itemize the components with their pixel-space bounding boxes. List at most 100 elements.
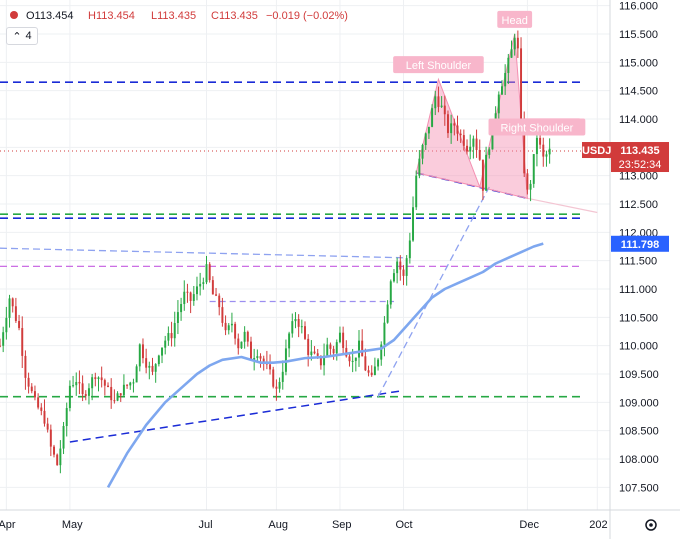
y-tick-label: 107.500 [619, 482, 659, 494]
candle-body [529, 183, 532, 190]
candle-body [545, 154, 548, 157]
candle-body [462, 135, 465, 146]
last-price-tag [611, 142, 669, 173]
candle-body [364, 356, 367, 371]
annotation-box [497, 10, 533, 28]
candle-body [262, 358, 265, 363]
candle-body [161, 347, 164, 356]
candle-body [453, 123, 456, 126]
candle-body [224, 322, 227, 331]
candle-body [485, 154, 488, 191]
candle-body [373, 366, 376, 376]
candle-body [326, 344, 329, 356]
ohlc-header: O113.454 H113.454 L113.435 C113.435 −0.0… [10, 10, 348, 22]
candle-body [56, 454, 59, 466]
candle-body [513, 37, 516, 50]
candle-body [338, 332, 341, 343]
interval-toggle[interactable]: ⌃ 4 [6, 27, 38, 45]
candle-body [68, 385, 71, 409]
candle-body [237, 338, 240, 349]
y-tick-label: 113.000 [619, 171, 658, 183]
interval-label: 4 [25, 30, 32, 42]
candle-body [27, 377, 30, 387]
candle-body [138, 344, 141, 367]
annotation-box [488, 118, 586, 136]
candle-body [211, 280, 214, 295]
candle-body [154, 364, 157, 372]
candle-body [408, 240, 411, 259]
annotation-box [393, 56, 484, 74]
candle-body [132, 382, 135, 384]
candle-body [348, 356, 351, 362]
annotation-label: Right Shoulder [501, 123, 574, 135]
candle-body [157, 355, 160, 365]
candle-body [405, 258, 408, 276]
candle-body [272, 369, 275, 387]
candle-body [103, 380, 106, 386]
candle-body [62, 426, 65, 449]
candle-body [542, 144, 545, 157]
candlesticks [0, 30, 551, 474]
candle-body [402, 269, 405, 276]
x-tick-label: Apr [0, 519, 16, 531]
candle-body [8, 298, 11, 318]
candle-body [110, 386, 113, 401]
candle-body [87, 388, 90, 396]
x-tick-label: Sep [332, 519, 352, 531]
candle-body [250, 341, 252, 360]
countdown-label: 23:52:34 [619, 159, 662, 171]
candle-body [259, 356, 262, 359]
candle-body [310, 351, 313, 355]
candle-body [122, 384, 125, 396]
candle-body [323, 355, 326, 366]
candle-body [230, 323, 233, 326]
moving-average-line [106, 242, 544, 488]
trendline [377, 186, 490, 397]
last-price-label: 113.435 [620, 145, 659, 157]
y-tick-label: 115.500 [619, 29, 658, 41]
candle-body [195, 286, 198, 295]
moving-average [106, 242, 544, 488]
candle-body [275, 386, 278, 389]
candle-body [427, 126, 430, 134]
candle-body [539, 137, 542, 145]
chevron-up-icon: ⌃ [12, 30, 22, 43]
candle-body [145, 358, 148, 368]
candle-body [119, 393, 122, 396]
candle-body [91, 377, 94, 389]
x-tick-label: May [62, 519, 83, 531]
candle-body [21, 328, 24, 356]
candle-body [288, 333, 291, 349]
candle-body [116, 393, 119, 401]
settings-gear-icon[interactable] [645, 519, 657, 531]
candle-body [240, 341, 243, 349]
x-tick-label: 202 [589, 519, 607, 531]
candle-body [520, 48, 523, 120]
candle-body [14, 306, 17, 321]
candle-body [377, 359, 380, 367]
candle-body [0, 345, 1, 347]
candle-body [300, 326, 303, 328]
candle-body [491, 125, 494, 150]
candle-body [278, 381, 281, 389]
candle-body [84, 394, 87, 396]
candle-body [189, 292, 192, 301]
candle-body [367, 370, 370, 373]
candle-body [221, 307, 224, 323]
candle-body [100, 377, 103, 381]
candle-body [75, 382, 78, 386]
candle-body [46, 423, 49, 430]
candle-body [383, 322, 386, 345]
candle-body [81, 383, 84, 395]
candle-body [170, 333, 173, 339]
y-tick-label: 115.000 [619, 57, 658, 69]
y-tick-label: 111.000 [619, 284, 657, 296]
candle-body [510, 49, 513, 58]
candle-body [151, 365, 154, 372]
candle-body [297, 319, 300, 327]
pattern-annotations: Left Shoulder Head Right Shoulder [393, 10, 586, 136]
trendline [0, 247, 407, 259]
